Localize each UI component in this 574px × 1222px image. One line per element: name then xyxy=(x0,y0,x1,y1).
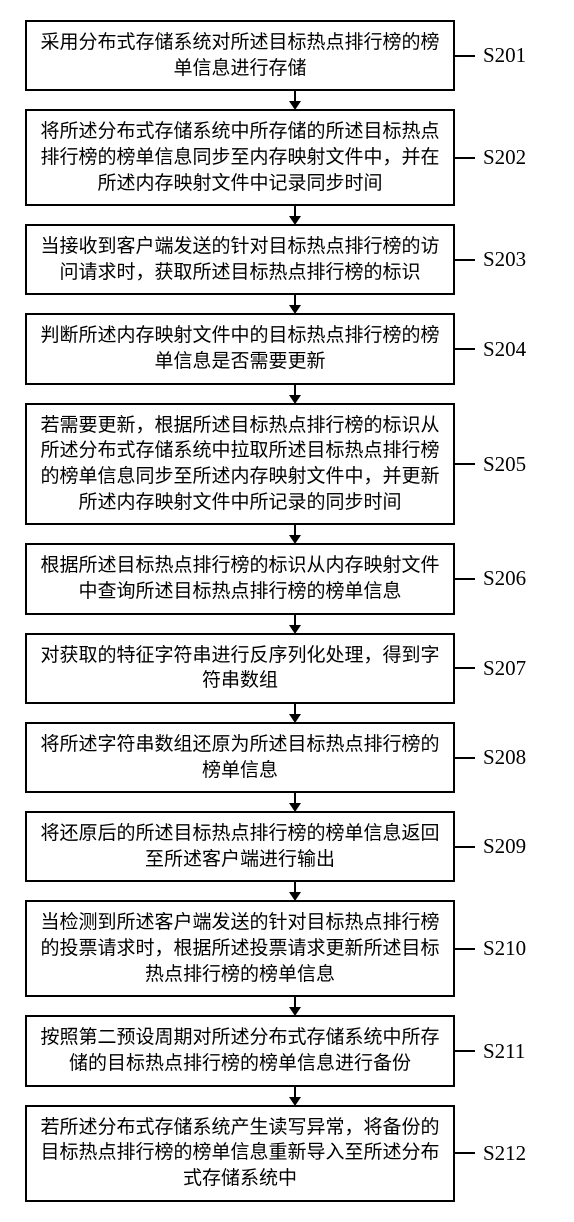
step-id-label: S210 xyxy=(483,936,526,961)
arrow-head-icon xyxy=(289,395,301,404)
step-connector-line xyxy=(455,157,475,159)
step-connector-line xyxy=(455,667,475,669)
arrow-head-icon xyxy=(289,892,301,901)
step-id-label: S212 xyxy=(483,1141,526,1166)
flow-step-box: 当检测到所述客户端发送的针对目标热点排行榜的投票请求时，根据所述投票请求更新所述… xyxy=(25,900,455,997)
step-id-label: S203 xyxy=(483,247,526,272)
arrow-head-icon xyxy=(289,101,301,110)
flow-step-row: 将所述分布式存储系统中所存储的所述目标热点排行榜的榜单信息同步至内存映射文件中，… xyxy=(10,109,564,206)
flow-step-row: 若所述分布式存储系统产生读写异常，将备份的目标热点排行榜的榜单信息重新导入至所述… xyxy=(10,1105,564,1202)
step-id-label: S206 xyxy=(483,566,526,591)
step-id-label: S211 xyxy=(483,1039,525,1064)
arrow-head-icon xyxy=(289,714,301,723)
step-connector-line xyxy=(455,55,475,57)
flow-step-box: 当接收到客户端发送的针对目标热点排行榜的访问请求时，获取所述目标热点排行榜的标识 xyxy=(25,224,455,295)
arrow-head-icon xyxy=(289,803,301,812)
step-connector-line xyxy=(455,348,475,350)
step-id-label: S208 xyxy=(483,745,526,770)
flow-step-row: 当检测到所述客户端发送的针对目标热点排行榜的投票请求时，根据所述投票请求更新所述… xyxy=(10,900,564,997)
flow-step-box: 将所述字符串数组还原为所述目标热点排行榜的榜单信息 xyxy=(25,722,455,793)
flow-arrow xyxy=(80,525,510,543)
step-id-label: S202 xyxy=(483,145,526,170)
flow-step-row: 判断所述内存映射文件中的目标热点排行榜的榜单信息是否需要更新 S204 xyxy=(10,313,564,384)
step-connector-line xyxy=(455,259,475,261)
step-connector-line xyxy=(455,757,475,759)
flow-step-box: 根据所述目标热点排行榜的标识从内存映射文件中查询所述目标热点排行榜的榜单信息 xyxy=(25,543,455,614)
flow-step-box: 若所述分布式存储系统产生读写异常，将备份的目标热点排行榜的榜单信息重新导入至所述… xyxy=(25,1105,455,1202)
step-connector-line xyxy=(455,463,475,465)
arrow-head-icon xyxy=(289,1097,301,1106)
flow-arrow xyxy=(80,91,510,109)
flow-step-box: 将还原后的所述目标热点排行榜的榜单信息返回至所述客户端进行输出 xyxy=(25,811,455,882)
arrow-head-icon xyxy=(289,305,301,314)
arrow-head-icon xyxy=(289,535,301,544)
flow-step-box: 采用分布式存储系统对所述目标热点排行榜的榜单信息进行存储 xyxy=(25,20,455,91)
step-id-label: S204 xyxy=(483,337,526,362)
step-connector-line xyxy=(455,846,475,848)
step-id-label: S209 xyxy=(483,834,526,859)
flow-arrow xyxy=(80,1087,510,1105)
flow-arrow xyxy=(80,385,510,403)
flow-arrow xyxy=(80,704,510,722)
arrow-head-icon xyxy=(289,1007,301,1016)
arrow-head-icon xyxy=(289,216,301,225)
flow-step-row: 将所述字符串数组还原为所述目标热点排行榜的榜单信息 S208 xyxy=(10,722,564,793)
flow-step-row: 对获取的特征字符串进行反序列化处理，得到字符串数组 S207 xyxy=(10,633,564,704)
step-connector-line xyxy=(455,578,475,580)
flow-arrow xyxy=(80,295,510,313)
flow-step-box: 判断所述内存映射文件中的目标热点排行榜的榜单信息是否需要更新 xyxy=(25,313,455,384)
flow-arrow xyxy=(80,793,510,811)
flow-arrow xyxy=(80,206,510,224)
flow-step-row: 根据所述目标热点排行榜的标识从内存映射文件中查询所述目标热点排行榜的榜单信息 S2… xyxy=(10,543,564,614)
flow-step-box: 按照第二预设周期对所述分布式存储系统中所存储的目标热点排行榜的榜单信息进行备份 xyxy=(25,1015,455,1086)
flow-arrow xyxy=(80,615,510,633)
step-id-label: S205 xyxy=(483,452,526,477)
flowchart-container: 采用分布式存储系统对所述目标热点排行榜的榜单信息进行存储 S201 将所述分布式存储… xyxy=(10,20,564,1202)
flow-arrow xyxy=(80,997,510,1015)
arrow-head-icon xyxy=(289,625,301,634)
flow-step-row: 按照第二预设周期对所述分布式存储系统中所存储的目标热点排行榜的榜单信息进行备份 S… xyxy=(10,1015,564,1086)
flow-step-box: 对获取的特征字符串进行反序列化处理，得到字符串数组 xyxy=(25,633,455,704)
flow-step-row: 若需要更新，根据所述目标热点排行榜的标识从所述分布式存储系统中拉取所述目标热点排… xyxy=(10,403,564,526)
flow-step-row: 将还原后的所述目标热点排行榜的榜单信息返回至所述客户端进行输出 S209 xyxy=(10,811,564,882)
step-connector-line xyxy=(455,1152,475,1154)
step-connector-line xyxy=(455,948,475,950)
step-connector-line xyxy=(455,1050,475,1052)
flow-step-box: 若需要更新，根据所述目标热点排行榜的标识从所述分布式存储系统中拉取所述目标热点排… xyxy=(25,403,455,526)
step-id-label: S207 xyxy=(483,656,526,681)
step-id-label: S201 xyxy=(483,43,526,68)
flow-step-row: 当接收到客户端发送的针对目标热点排行榜的访问请求时，获取所述目标热点排行榜的标识… xyxy=(10,224,564,295)
flow-step-row: 采用分布式存储系统对所述目标热点排行榜的榜单信息进行存储 S201 xyxy=(10,20,564,91)
flow-arrow xyxy=(80,882,510,900)
flow-step-box: 将所述分布式存储系统中所存储的所述目标热点排行榜的榜单信息同步至内存映射文件中，… xyxy=(25,109,455,206)
